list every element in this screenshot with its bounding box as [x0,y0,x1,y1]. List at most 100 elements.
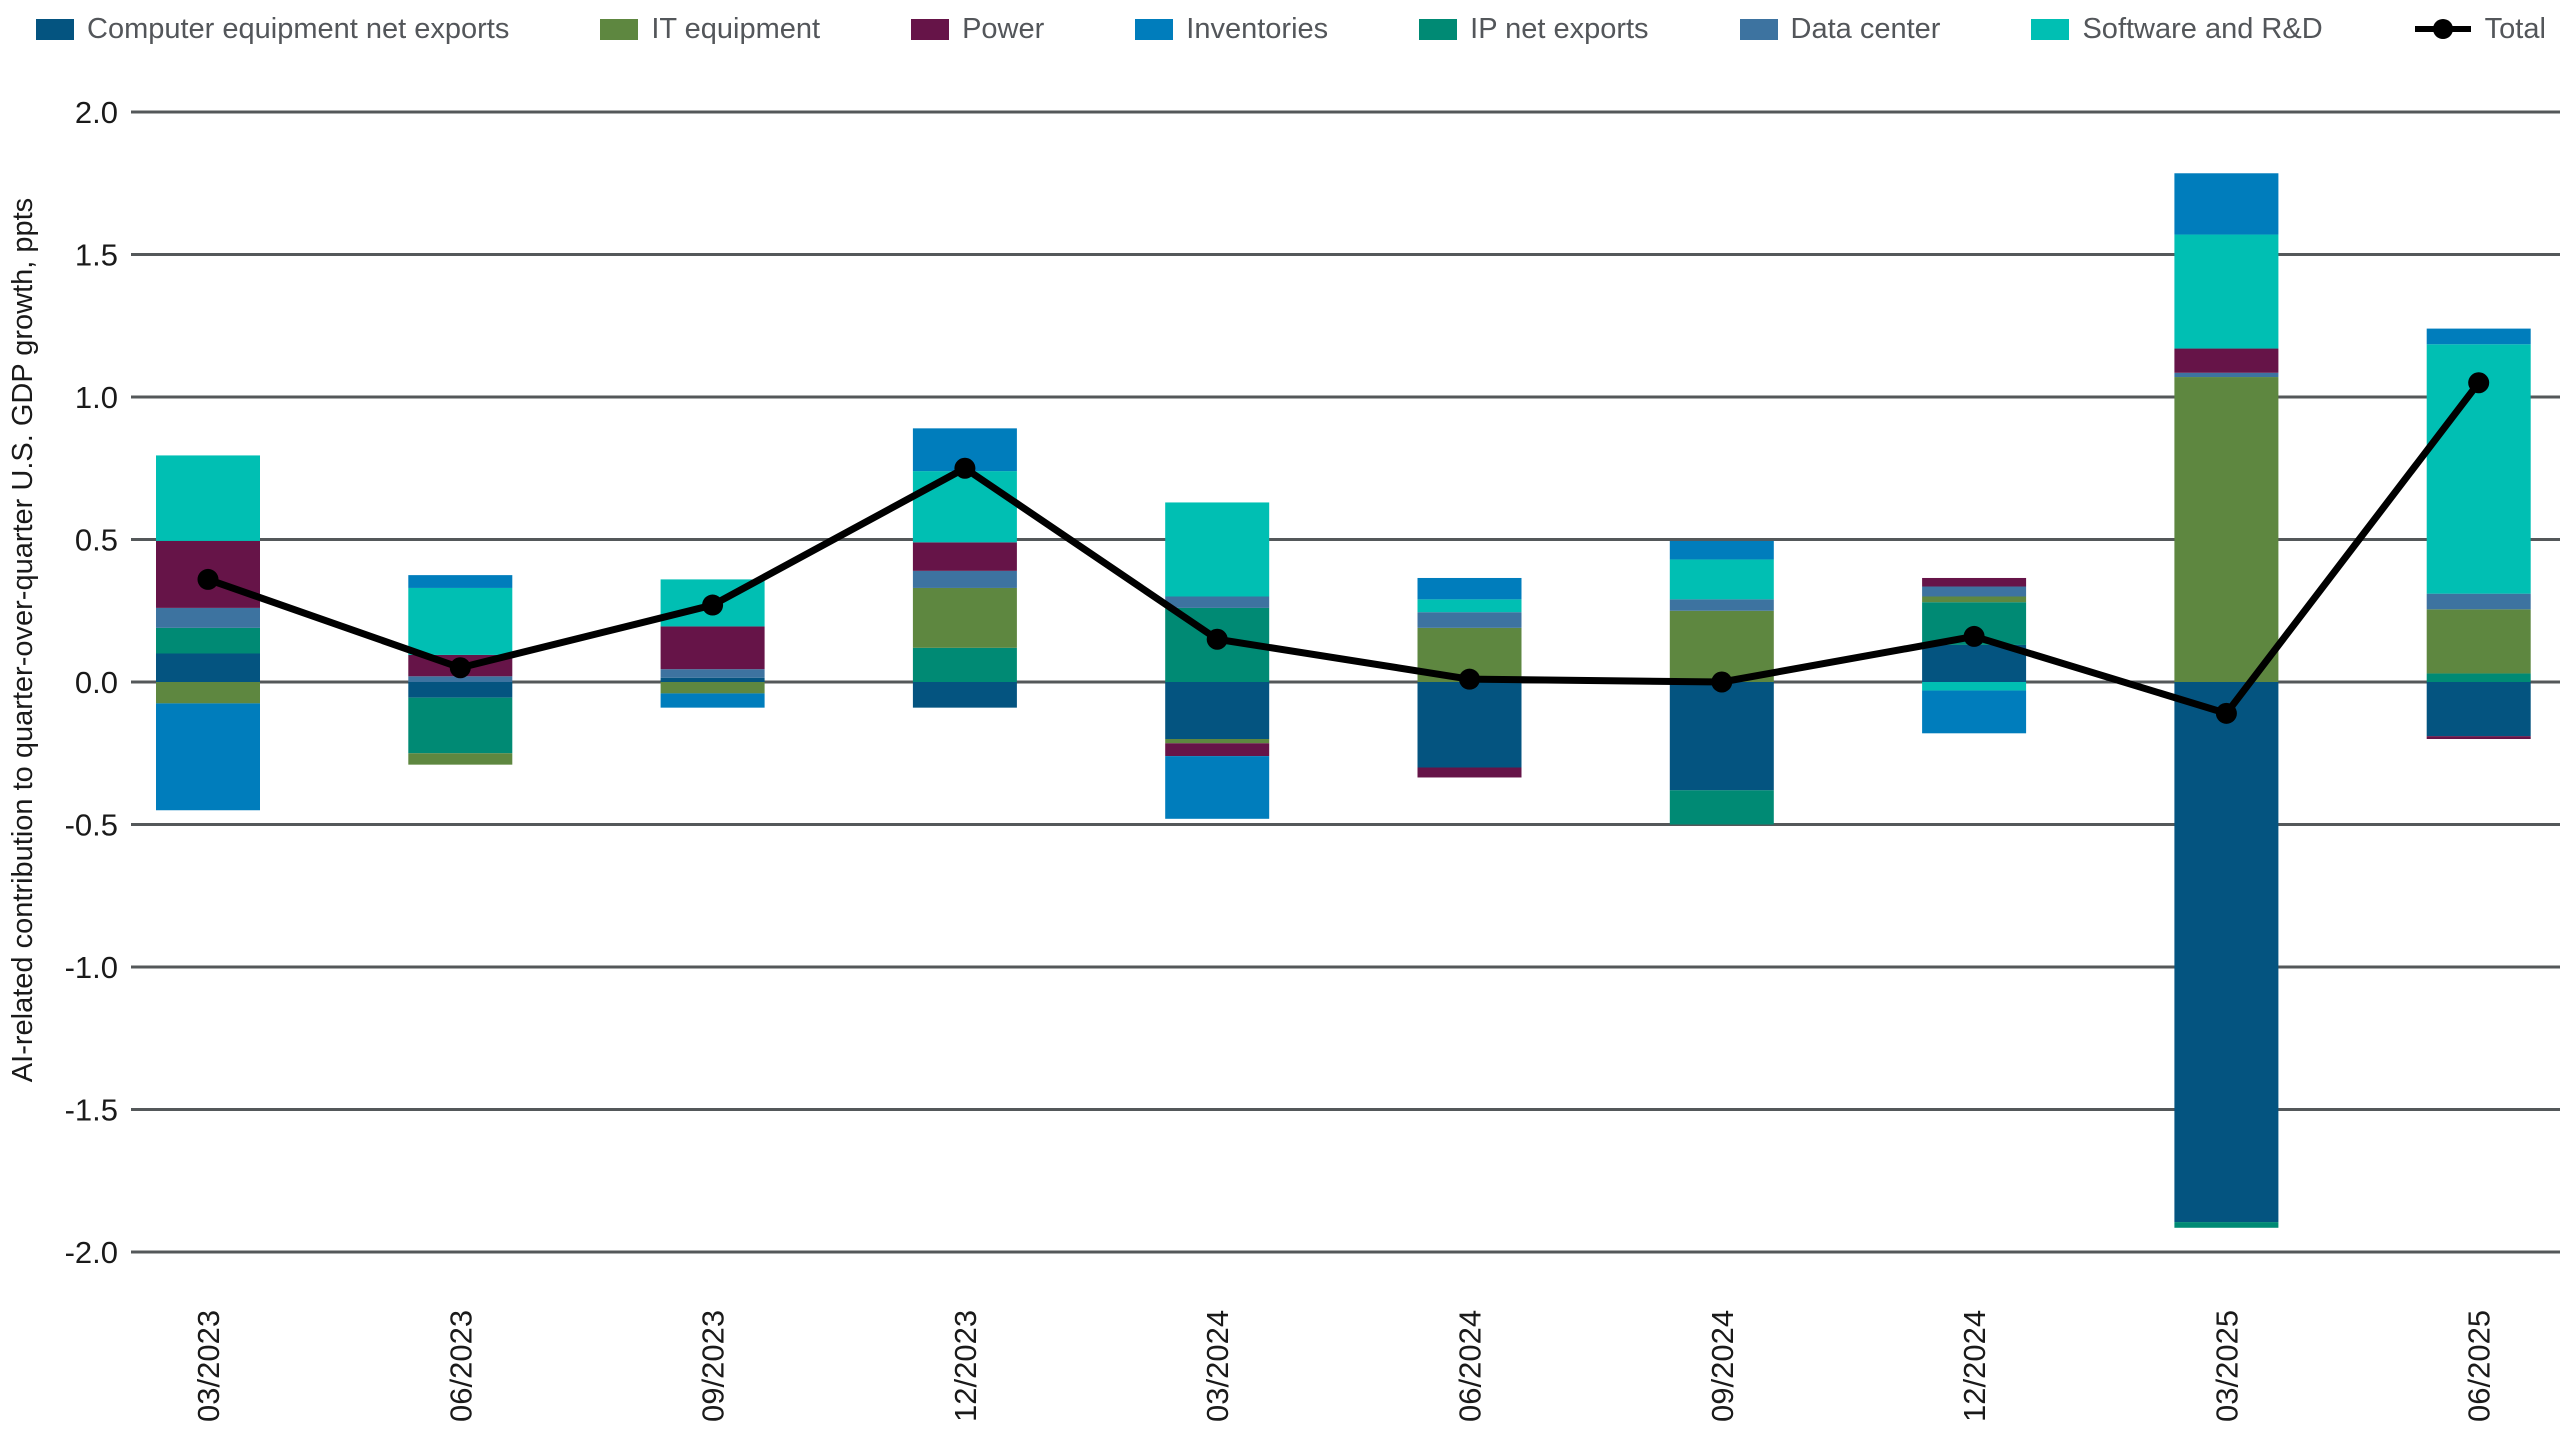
bar-segment [2174,234,2279,349]
bar-segment [1165,596,1270,608]
axis-labels: 2.0 1.5 1.0 0.5 0.0 -0.5 -1.0 -1.5 -2.0 AI-relate… [7,95,2497,1422]
total-point [1711,671,1733,693]
y-tick-label: 0.0 [75,665,118,700]
y-tick-label: -2.0 [65,1235,118,1270]
y-tick-label: 2.0 [75,95,118,130]
bar-segment [1165,743,1270,757]
bar-segment [156,653,260,682]
bar-segment [408,587,513,655]
bar-segment [912,570,1017,588]
bar-segment [1922,644,2027,682]
bar-segment [156,682,260,704]
legend-item-4: IP net exports [1419,12,1649,46]
bar-segment [1165,502,1270,597]
y-tick-label: 1.5 [75,238,118,273]
bar-segment [1165,739,1270,744]
bar-segment [1669,599,1774,611]
bar-segment [912,647,1017,682]
y-tick-label: -1.0 [65,950,118,985]
bar-segment [2426,736,2531,739]
legend-swatch-icon [911,18,950,40]
x-tick-label: 12/2023 [948,1310,983,1422]
bar-segment [2174,377,2279,682]
bar-segment [912,471,1017,543]
legend-item-6: Software and R&D [2031,12,2323,46]
x-tick-label: 06/2023 [443,1310,478,1422]
legend-label: Software and R&D [2082,12,2323,45]
bar-segment [1669,682,1774,791]
bar-segment [2426,682,2531,737]
bar-segment [2174,173,2279,235]
bar-segment [2174,348,2279,373]
bar-segment [1922,690,2027,734]
bar-segment [156,607,260,628]
y-tick-label: 1.0 [75,380,118,415]
bar-segment [1165,756,1270,819]
total-line-group [197,372,2490,724]
x-tick-label: 03/2024 [1200,1310,1235,1422]
total-point [702,594,724,616]
x-tick-label: 03/2023 [191,1310,226,1422]
bar-segment [2426,673,2531,682]
bar-segment [1922,577,2027,587]
bar-segment [2426,609,2531,674]
legend-label: Inventories [1186,12,1329,45]
total-point [1963,625,1985,647]
total-point [449,657,471,679]
legend-swatch-icon [1739,18,1778,40]
bar-segment [408,753,513,765]
total-point [2468,372,2490,394]
bar-segment [1922,586,2027,597]
bar-segment [1922,596,2027,603]
x-tick-label: 06/2024 [1453,1310,1488,1422]
bar-segment [1417,577,1522,600]
bar-segment [2426,593,2531,610]
bar-segment [1417,612,1522,628]
bar-segment [660,677,765,682]
bar-segment [1165,682,1270,739]
bar-segment [1417,599,1522,613]
total-point [954,457,976,479]
legend-label: IT equipment [651,12,821,45]
bar-segment [408,697,513,754]
legend-item-0: Computer equipment net exports [36,13,509,46]
total-point [2215,702,2237,724]
legend-label: Total [2484,12,2546,45]
bar-segment [1669,610,1774,682]
bar-segment [408,682,513,698]
legend-label: Power [962,12,1045,45]
total-point [1206,628,1228,650]
legend-item-2: Power [911,13,1044,46]
y-tick-label: -0.5 [65,808,118,843]
bar-segment [408,575,513,588]
legend: Computer equipment net exports IT equipme… [36,6,2546,52]
bar-segment [156,703,260,811]
bar-segment [1669,790,1774,825]
bar-segment [660,626,765,670]
legend-label: IP net exports [1470,12,1649,45]
legend-item-7: Total [2414,13,2546,46]
bar-segment [660,682,765,694]
bar-segment [1417,682,1522,768]
bars [156,173,2531,1228]
bar-segment [1669,540,1774,560]
legend-item-5: Data center [1739,13,1940,46]
bar-segment [1417,767,1522,778]
legend-label: Computer equipment net exports [87,12,510,45]
total-point [197,568,219,590]
bar-segment [2174,682,2279,1223]
y-tick-label: 0.5 [75,523,118,558]
bar-segment [912,682,1017,708]
bar-segment [408,676,513,682]
bar-segment [2174,372,2279,378]
y-axis-title: AI-related contribution to quarter-over-… [7,198,39,1082]
legend-item-1: IT equipment [600,13,820,46]
bar-segment [156,627,260,654]
bar-segment [2426,328,2531,345]
x-tick-label: 06/2025 [2462,1310,2497,1422]
bar-segment [2174,1222,2279,1228]
bar-segment [156,455,260,541]
legend-swatch-icon [600,18,639,40]
